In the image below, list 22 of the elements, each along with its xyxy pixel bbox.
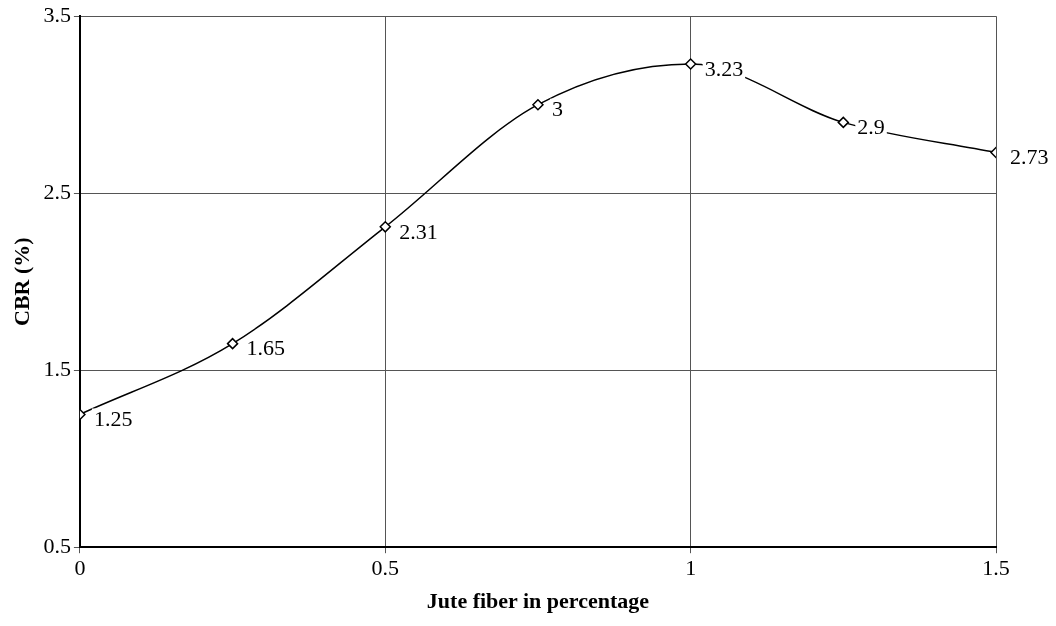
point [684, 58, 697, 70]
x-tick-label: 0.5 [371, 555, 400, 581]
data-label: 2.73 [1010, 144, 1049, 170]
x-tick-label: 1 [685, 555, 697, 581]
point [837, 116, 850, 129]
y-tick-label: 1.5 [43, 355, 71, 381]
point [532, 98, 544, 111]
data-label: 3.23 [704, 55, 744, 81]
y-tick-label: 2.5 [43, 178, 71, 204]
y-tick-label: 0.5 [43, 532, 71, 558]
data-label: 1.65 [246, 335, 286, 361]
point [379, 221, 392, 233]
x-axis-title: Jute fiber in percentage [426, 588, 650, 614]
data-label: 1.25 [93, 406, 133, 432]
y-axis-title: CBR (%) [8, 237, 34, 326]
data-label: 3 [551, 96, 563, 122]
y-tick-label: 3.5 [43, 1, 71, 27]
x-tick-label: 1.5 [982, 555, 1010, 581]
point [226, 337, 239, 350]
x-tick-label: 0 [74, 555, 86, 581]
data-label: 2.9 [857, 114, 885, 140]
data-label: 2.31 [399, 218, 438, 244]
